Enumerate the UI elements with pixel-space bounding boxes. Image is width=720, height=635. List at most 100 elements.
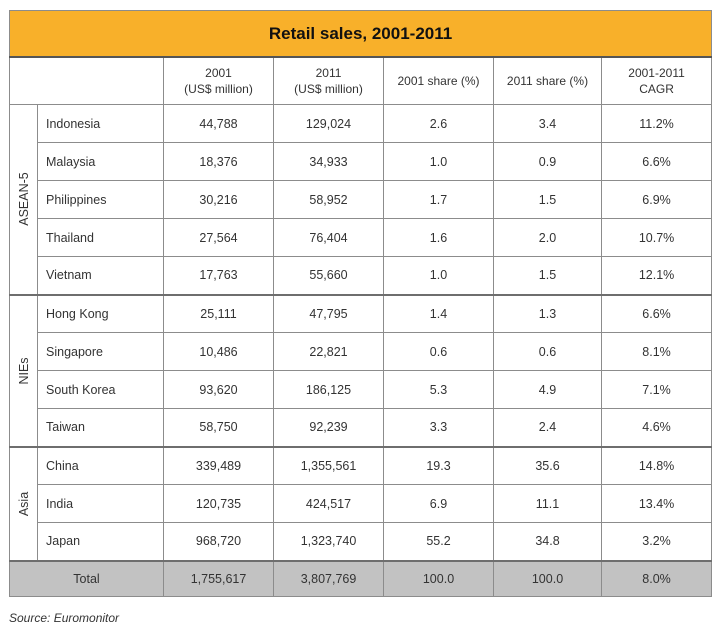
cell-s2001: 3.3 <box>383 408 494 447</box>
country-name: Vietnam <box>37 256 164 295</box>
cell-v2001: 27,564 <box>163 218 274 257</box>
table-row: Vietnam 17,763 55,660 1.0 1.5 12.1% <box>10 256 713 295</box>
cell-cagr: 3.2% <box>600 522 713 561</box>
cell-s2001: 19.3 <box>383 445 494 485</box>
table-row: Taiwan 58,750 92,239 3.3 2.4 4.6% <box>10 408 713 447</box>
country-name: Indonesia <box>37 104 164 143</box>
cell-v2011: 1,355,561 <box>273 445 384 485</box>
header-2001-value-line1: 2001 <box>205 66 232 80</box>
cell-s2001: 6.9 <box>383 484 494 523</box>
country-name: South Korea <box>37 370 164 409</box>
group-cell: NIEs <box>9 293 38 447</box>
cell-v2011: 55,660 <box>273 256 384 295</box>
cell-s2011: 34.8 <box>493 522 602 561</box>
cell-v2011: 47,795 <box>273 293 384 333</box>
retail-sales-table: Retail sales, 2001-2011 2001 (US$ million… <box>8 10 713 597</box>
cell-v2001: 968,720 <box>163 522 274 561</box>
header-2001-share: 2001 share (%) <box>383 56 494 105</box>
total-s2011: 100.0 <box>493 559 602 597</box>
cell-v2011: 1,323,740 <box>273 522 384 561</box>
country-name: India <box>37 484 164 523</box>
cell-cagr: 7.1% <box>600 370 713 409</box>
group-cell: Asia <box>9 445 38 561</box>
header-2001-value: 2001 (US$ million) <box>163 56 274 105</box>
cell-v2001: 30,216 <box>163 180 274 219</box>
retail-sales-table-container: Retail sales, 2001-2011 2001 (US$ million… <box>8 10 713 597</box>
cell-s2001: 1.4 <box>383 293 494 333</box>
table-row: Thailand 27,564 76,404 1.6 2.0 10.7% <box>10 218 713 257</box>
cell-s2011: 2.4 <box>493 408 602 447</box>
total-v2001: 1,755,617 <box>163 559 274 597</box>
cell-v2011: 58,952 <box>273 180 384 219</box>
cell-cagr: 14.8% <box>600 445 713 485</box>
cell-v2001: 93,620 <box>163 370 274 409</box>
country-name: Malaysia <box>37 142 164 181</box>
cell-v2011: 186,125 <box>273 370 384 409</box>
cell-s2011: 3.4 <box>493 104 602 143</box>
cell-s2011: 11.1 <box>493 484 602 523</box>
cell-cagr: 13.4% <box>600 484 713 523</box>
cell-s2011: 1.5 <box>493 256 602 295</box>
cell-cagr: 8.1% <box>600 332 713 371</box>
cell-s2001: 1.0 <box>383 142 494 181</box>
table-row: ASEAN-5 Indonesia 44,788 129,024 2.6 3.4 11.2% <box>9 104 713 295</box>
table-row: India 120,735 424,517 6.9 11.1 13.4% <box>10 484 713 523</box>
cell-v2011: 92,239 <box>273 408 384 447</box>
cell-v2001: 25,111 <box>163 293 274 333</box>
header-2011-value-line1: 2011 <box>315 66 342 80</box>
group-label: NIEs <box>16 356 31 385</box>
cell-v2001: 44,788 <box>163 104 274 143</box>
cell-v2001: 58,750 <box>163 408 274 447</box>
total-label: Total <box>9 559 164 597</box>
header-2001-share-line1: 2001 share (%) <box>397 74 480 88</box>
cell-s2001: 2.6 <box>383 104 494 143</box>
header-cagr: 2001-2011 CAGR <box>600 56 713 105</box>
header-cagr-line1: 2001-2011 <box>628 66 685 80</box>
country-name: Thailand <box>37 218 164 257</box>
cell-s2011: 2.0 <box>493 218 602 257</box>
total-row: Total 1,755,617 3,807,769 100.0 100.0 8.0% <box>9 559 713 597</box>
header-2011-share: 2011 share (%) <box>493 56 602 105</box>
cell-v2011: 76,404 <box>273 218 384 257</box>
cell-cagr: 6.6% <box>600 293 713 333</box>
cell-v2011: 34,933 <box>273 142 384 181</box>
cell-s2001: 1.6 <box>383 218 494 257</box>
cell-cagr: 12.1% <box>600 256 713 295</box>
table-title: Retail sales, 2001-2011 <box>8 10 713 58</box>
cell-s2001: 5.3 <box>383 370 494 409</box>
cell-cagr: 6.9% <box>600 180 713 219</box>
header-cagr-line2: CAGR <box>639 82 674 96</box>
cell-s2011: 1.3 <box>493 293 602 333</box>
cell-v2011: 424,517 <box>273 484 384 523</box>
cell-v2001: 339,489 <box>163 445 274 485</box>
group-label: ASEAN-5 <box>16 172 31 227</box>
group-label: Asia <box>16 491 31 516</box>
header-2011-value: 2011 (US$ million) <box>273 56 384 105</box>
cell-s2001: 1.7 <box>383 180 494 219</box>
table-row: South Korea 93,620 186,125 5.3 4.9 7.1% <box>10 370 713 409</box>
country-name: Philippines <box>37 180 164 219</box>
cell-s2011: 35.6 <box>493 445 602 485</box>
total-s2001: 100.0 <box>383 559 494 597</box>
cell-v2001: 18,376 <box>163 142 274 181</box>
table-row: NIEs Hong Kong 25,111 47,795 1.4 1.3 6.6% <box>9 293 713 447</box>
cell-cagr: 10.7% <box>600 218 713 257</box>
cell-v2001: 120,735 <box>163 484 274 523</box>
column-header-row: 2001 (US$ million) 2011 (US$ million) 2001 s… <box>9 56 713 105</box>
group-cell: ASEAN-5 <box>9 104 38 295</box>
column-header-empty <box>9 56 164 105</box>
cell-v2011: 22,821 <box>273 332 384 371</box>
country-name: Hong Kong <box>37 293 164 333</box>
cell-s2001: 0.6 <box>383 332 494 371</box>
header-2011-share-line1: 2011 share (%) <box>506 74 589 88</box>
cell-v2001: 10,486 <box>163 332 274 371</box>
table-row: Malaysia 18,376 34,933 1.0 0.9 6.6% <box>10 142 713 181</box>
country-name: Taiwan <box>37 408 164 447</box>
table-row: Asia China 339,489 1,355,561 19.3 35.6 14.8% <box>9 445 713 561</box>
cell-s2011: 4.9 <box>493 370 602 409</box>
country-name: Singapore <box>37 332 164 371</box>
table-row: Japan 968,720 1,323,740 55.2 34.8 3.2% <box>10 522 713 561</box>
cell-v2011: 129,024 <box>273 104 384 143</box>
header-2001-value-line2: (US$ million) <box>184 82 253 96</box>
total-v2011: 3,807,769 <box>273 559 384 597</box>
